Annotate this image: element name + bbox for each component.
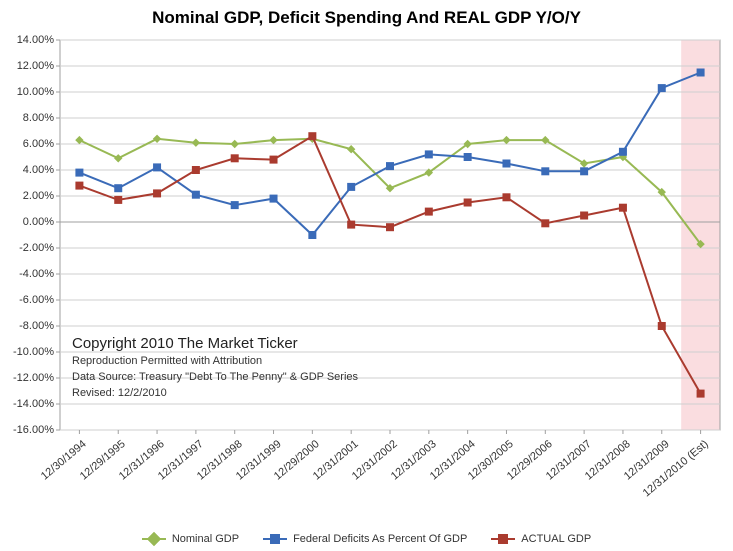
marker-square <box>270 195 277 202</box>
marker-square <box>309 232 316 239</box>
y-tick-label: 8.00% <box>0 112 54 124</box>
marker-square <box>503 194 510 201</box>
marker-square <box>619 148 626 155</box>
marker-square <box>348 221 355 228</box>
chart-container: Nominal GDP, Deficit Spending And REAL G… <box>0 0 733 551</box>
marker-square <box>658 85 665 92</box>
marker-square <box>387 224 394 231</box>
annotation-line: Revised: 12/2/2010 <box>72 386 358 402</box>
y-tick-label: -12.00% <box>0 372 54 384</box>
annotation-line: Data Source: Treasury "Debt To The Penny… <box>72 370 358 386</box>
marker-square <box>619 204 626 211</box>
marker-square <box>503 160 510 167</box>
marker-square <box>658 323 665 330</box>
y-tick-label: -2.00% <box>0 242 54 254</box>
marker-square <box>231 155 238 162</box>
marker-square <box>154 190 161 197</box>
marker-square <box>464 199 471 206</box>
marker-diamond <box>115 155 122 162</box>
y-tick-label: 6.00% <box>0 138 54 150</box>
marker-square <box>115 185 122 192</box>
legend-label: Federal Deficits As Percent Of GDP <box>293 533 467 545</box>
marker-square <box>542 168 549 175</box>
marker-square <box>76 182 83 189</box>
marker-square <box>425 151 432 158</box>
y-tick-label: -6.00% <box>0 294 54 306</box>
marker-square <box>697 390 704 397</box>
legend-item: ACTUAL GDP <box>491 533 591 545</box>
marker-square <box>154 164 161 171</box>
marker-square <box>270 156 277 163</box>
marker-square <box>542 220 549 227</box>
marker-diamond <box>154 135 161 142</box>
annotation-line: Copyright 2010 The Market Ticker <box>72 333 358 355</box>
marker-square <box>425 208 432 215</box>
y-tick-label: -16.00% <box>0 424 54 436</box>
y-tick-label: -10.00% <box>0 346 54 358</box>
marker-square <box>192 191 199 198</box>
marker-square <box>231 202 238 209</box>
legend-swatch <box>263 538 287 540</box>
marker-square <box>348 183 355 190</box>
y-tick-label: 2.00% <box>0 190 54 202</box>
annotation-line: Reproduction Permitted with Attribution <box>72 354 358 370</box>
marker-square <box>76 169 83 176</box>
marker-diamond <box>76 137 83 144</box>
marker-square <box>464 154 471 161</box>
y-tick-label: 0.00% <box>0 216 54 228</box>
copyright-annotation: Copyright 2010 The Market TickerReproduc… <box>72 333 358 403</box>
y-tick-label: 14.00% <box>0 34 54 46</box>
legend-swatch <box>142 538 166 540</box>
marker-diamond <box>192 139 199 146</box>
marker-square <box>581 212 588 219</box>
legend-swatch <box>491 538 515 540</box>
marker-diamond <box>270 137 277 144</box>
legend: Nominal GDP Federal Deficits As Percent O… <box>0 531 733 545</box>
y-tick-label: -8.00% <box>0 320 54 332</box>
legend-label: Nominal GDP <box>172 533 239 545</box>
marker-square <box>115 196 122 203</box>
y-tick-label: -4.00% <box>0 268 54 280</box>
y-tick-label: 4.00% <box>0 164 54 176</box>
legend-label: ACTUAL GDP <box>521 533 591 545</box>
y-tick-label: 12.00% <box>0 60 54 72</box>
legend-item: Nominal GDP <box>142 533 239 545</box>
marker-square <box>309 133 316 140</box>
y-tick-label: 10.00% <box>0 86 54 98</box>
marker-square <box>387 163 394 170</box>
y-tick-label: -14.00% <box>0 398 54 410</box>
marker-diamond <box>231 141 238 148</box>
marker-square <box>581 168 588 175</box>
marker-diamond <box>503 137 510 144</box>
marker-square <box>192 167 199 174</box>
legend-item: Federal Deficits As Percent Of GDP <box>263 533 467 545</box>
marker-square <box>697 69 704 76</box>
